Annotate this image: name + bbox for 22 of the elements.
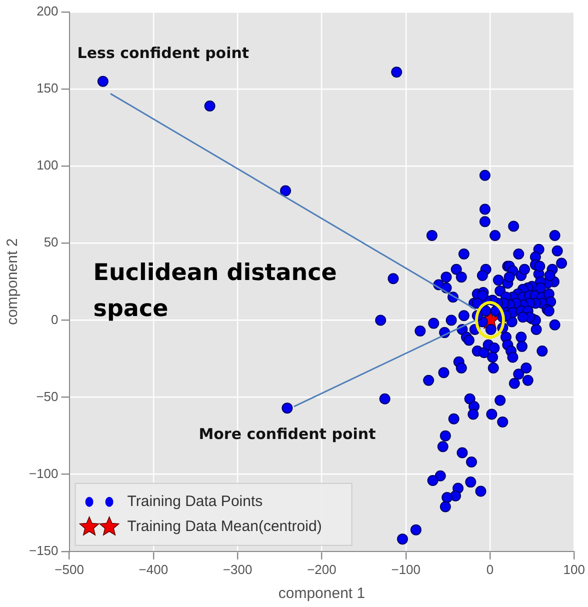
x-tick-label: 0 (486, 562, 494, 577)
x-tick-label: −400 (138, 562, 168, 577)
y-tick-label: 100 (36, 158, 58, 173)
x-axis-title: component 1 (278, 585, 366, 602)
legend-label: Training Data Points (127, 493, 263, 510)
annotation: Less confident point (77, 44, 250, 62)
annotation: Euclidean distance space (93, 258, 338, 324)
x-tick-label: −200 (307, 562, 336, 577)
x-tick-label: −300 (222, 562, 252, 577)
y-tick-label: 50 (44, 234, 58, 250)
y-tick-label: −50 (36, 388, 58, 404)
y-axis-title: component 2 (4, 238, 22, 326)
x-tick-label: −100 (391, 562, 421, 577)
y-tick-label: 0 (51, 312, 58, 327)
y-tick-label: −100 (28, 466, 58, 481)
x-tick-label: 100 (563, 562, 586, 577)
y-tick-label: 200 (36, 4, 58, 19)
annotation: More confident point (198, 424, 376, 443)
x-tick-label: −500 (54, 562, 84, 577)
y-tick-label: −150 (28, 542, 58, 558)
legend-label: Training Data Mean(centroid) (127, 518, 322, 536)
y-tick-label: 150 (36, 80, 58, 96)
